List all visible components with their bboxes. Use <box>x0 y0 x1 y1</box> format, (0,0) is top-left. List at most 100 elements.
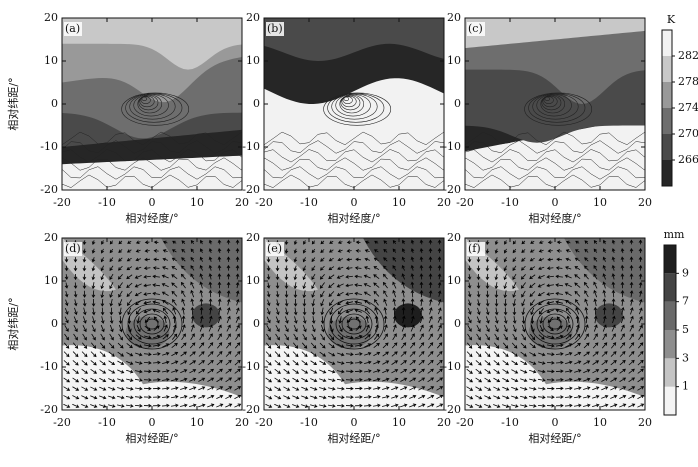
wind-arrow <box>520 282 526 289</box>
field-band <box>264 0 444 18</box>
contour-line <box>145 318 159 330</box>
wind-arrow <box>153 325 160 331</box>
wind-arrow <box>574 342 581 348</box>
field <box>62 238 242 410</box>
wind-arrow <box>401 256 406 262</box>
wind-arrow <box>109 316 114 324</box>
wind-arrow <box>227 307 231 315</box>
wind-arrow <box>319 395 327 400</box>
wind-arrow <box>364 299 371 305</box>
y-axis-label: 相对纬距/° <box>6 77 20 130</box>
wind-arrow <box>537 378 546 382</box>
wind-arrow <box>144 249 150 253</box>
wind-arrow <box>611 298 616 307</box>
wind-arrow <box>292 386 300 391</box>
wind-arrow <box>274 403 282 408</box>
wind-arrow <box>292 360 299 366</box>
wind-arrow <box>152 369 161 374</box>
x-tick-label: 20 <box>235 416 249 429</box>
wind-arrow <box>593 306 598 315</box>
wind-arrow <box>208 306 213 315</box>
x-tick-label: -10 <box>501 196 519 209</box>
panel: -20 -10 0 10 20 -20 -10 0 10 20 (d) 相对经距/° 相对纬距/° <box>6 231 249 445</box>
wind-arrow <box>592 369 600 374</box>
wind-arrow <box>521 290 526 298</box>
y-tick-label: 0 <box>51 97 58 110</box>
wind-arrow <box>391 394 399 399</box>
wind-arrow <box>593 315 598 324</box>
wind-arrow <box>409 360 416 366</box>
wind-arrow <box>383 333 388 341</box>
wind-arrow <box>292 351 299 358</box>
wind-arrow <box>546 275 554 279</box>
wind-arrow <box>512 333 517 341</box>
wind-arrow <box>100 265 105 272</box>
x-tick-label: 10 <box>593 416 607 429</box>
wind-arrow <box>235 256 240 262</box>
wind-arrow <box>108 395 116 400</box>
wind-arrow <box>127 324 132 333</box>
wind-arrow <box>484 360 491 366</box>
wind-arrow <box>382 273 388 280</box>
panel-label: (d) <box>65 242 81 255</box>
wind-arrow <box>354 300 362 305</box>
colorbar-tick-label: 270 <box>678 127 698 140</box>
wind-arrow <box>502 369 510 374</box>
wind-arrow <box>629 298 634 306</box>
wind-arrow <box>207 342 214 349</box>
colorbar-tick-label: 274 <box>678 101 698 114</box>
contour-line <box>340 95 361 111</box>
wind-arrow <box>161 386 170 391</box>
wind-arrow <box>528 395 537 400</box>
wind-arrow <box>466 403 474 408</box>
wind-arrow <box>602 248 607 254</box>
wind-arrow <box>225 359 232 366</box>
contour-line <box>465 149 645 163</box>
wind-arrow <box>345 360 354 365</box>
wind-arrow <box>82 324 87 333</box>
wind-arrow <box>619 386 627 391</box>
field-band <box>528 316 573 349</box>
wind-arrow <box>283 377 291 383</box>
wind-arrow <box>611 256 616 262</box>
x-axis-label: 相对经距/° <box>327 431 380 445</box>
contour-line <box>524 92 593 126</box>
wind-arrow <box>217 273 222 280</box>
wind-arrow <box>320 316 325 324</box>
wind-arrow <box>503 248 508 254</box>
wind-arrow <box>199 256 204 262</box>
wind-arrow <box>573 386 582 391</box>
wind-arrow <box>135 308 141 315</box>
wind-arrow <box>118 290 123 298</box>
wind-arrow <box>592 386 600 391</box>
wind-arrow <box>293 273 298 281</box>
wind-arrow <box>466 395 474 400</box>
wind-arrow <box>346 335 354 340</box>
wind-arrow <box>73 299 78 307</box>
wind-arrow <box>235 298 240 306</box>
wind-arrow <box>419 324 424 332</box>
wind-arrow <box>266 290 271 298</box>
wind-arrow <box>383 298 388 306</box>
wind-arrow <box>125 395 134 400</box>
y-tick-label: 10 <box>246 274 260 287</box>
wind-arrow <box>63 368 70 374</box>
wind-arrow <box>91 248 96 254</box>
wind-arrow <box>409 403 417 408</box>
wind-arrow <box>411 315 415 324</box>
wind-arrow <box>485 265 490 272</box>
wind-arrow <box>172 324 177 332</box>
wind-arrow <box>73 274 78 281</box>
wind-arrow <box>637 377 645 383</box>
wind-arrow <box>547 257 554 262</box>
wind-arrow <box>512 257 517 263</box>
wind-arrow <box>611 324 616 332</box>
wind-arrow <box>226 290 231 297</box>
wind-arrow <box>274 360 281 366</box>
wind-arrow <box>179 403 188 408</box>
wind-arrow <box>162 307 168 315</box>
wind-arrow <box>503 240 508 245</box>
wind-arrow <box>266 307 271 315</box>
wind-arrow <box>153 249 159 253</box>
wind-arrow <box>467 307 472 315</box>
